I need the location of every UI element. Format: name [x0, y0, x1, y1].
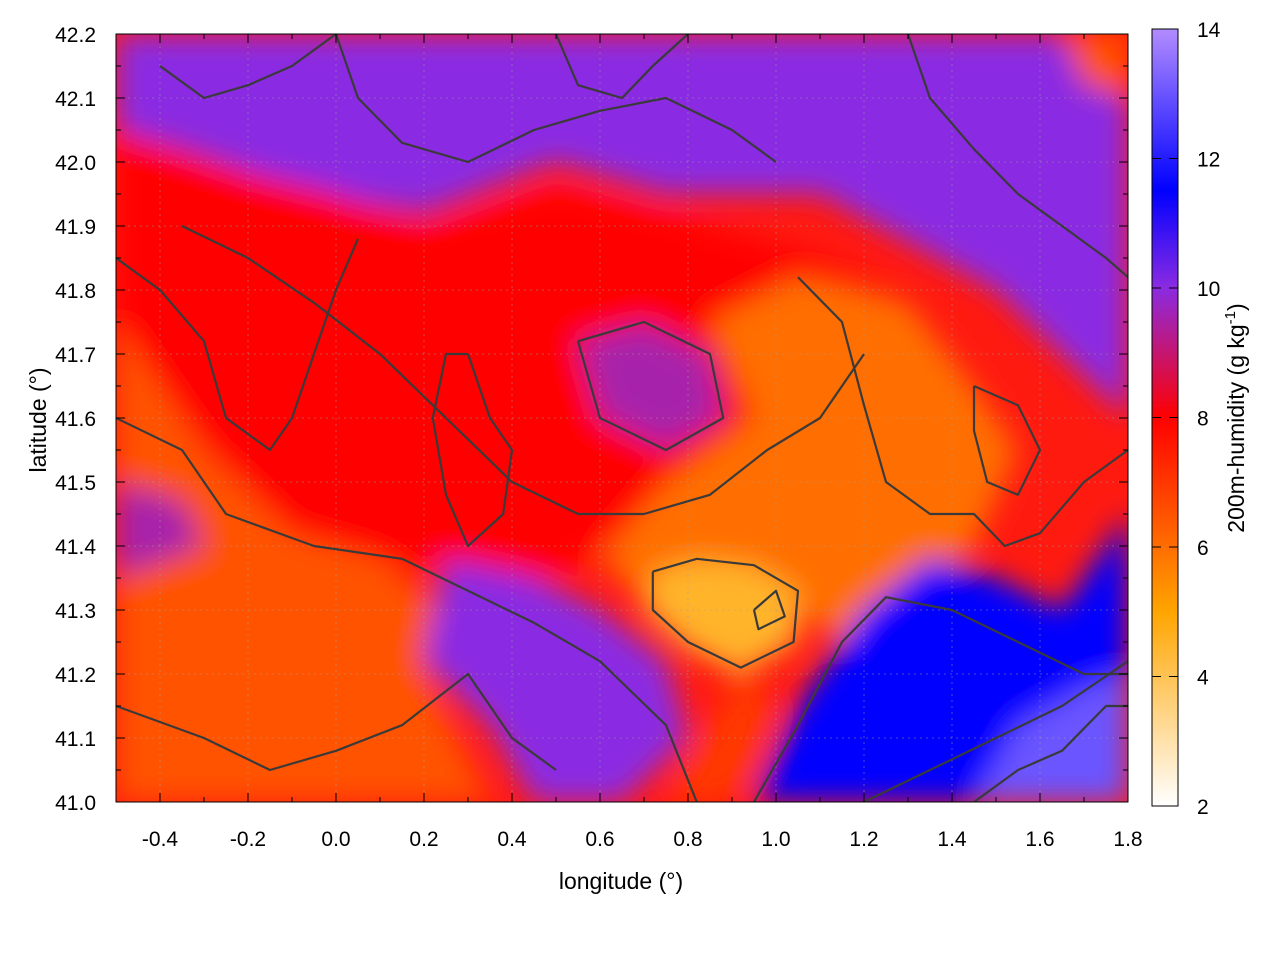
- y-tick-label: 41.4: [55, 536, 96, 559]
- contour-line: [554, 34, 689, 100]
- heatmap-region: [116, 34, 1128, 418]
- contour-line: [116, 238, 360, 452]
- x-tick-label: 0.2: [409, 828, 438, 851]
- x-tick-label: 1.4: [937, 828, 967, 851]
- colorbar-tick-label: 10: [1197, 278, 1220, 301]
- contour-line: [863, 660, 1128, 802]
- contour-line: [797, 276, 1128, 548]
- y-tick-label: 41.1: [55, 728, 96, 751]
- y-tick-label: 41.3: [55, 600, 96, 623]
- heatmap-region: [116, 322, 490, 802]
- y-tick-label: 41.5: [55, 472, 96, 495]
- heatmap-region: [666, 674, 776, 802]
- colorbar: 2 4 6 8 10 12 14 200m-humidity (g kg-1): [1151, 19, 1249, 819]
- y-tick-label: 42.1: [55, 88, 96, 111]
- y-tick-label: 42.2: [55, 24, 96, 47]
- y-axis: 41.0 41.1 41.2 41.3 41.4 41.5 41.6 41.7 41.8 41.9…: [55, 24, 1128, 815]
- colorbar-tick-label: 4: [1197, 667, 1209, 690]
- y-tick-label: 41.2: [55, 664, 96, 687]
- y-tick-label: 42.0: [55, 152, 96, 175]
- colorbar-ticks: 2 4 6 8 10 12 14: [1152, 19, 1221, 819]
- plot-area: [115, 33, 1129, 803]
- heatmap-regions: [116, 34, 1128, 802]
- x-tick-label: 0.8: [673, 828, 702, 851]
- colorbar-tick-label: 14: [1197, 19, 1221, 42]
- x-tick-label: 0.6: [585, 828, 614, 851]
- colorbar-tick-label: 6: [1197, 537, 1209, 560]
- x-tick-label: 0.0: [321, 828, 350, 851]
- x-tick-label: 1.2: [849, 828, 878, 851]
- y-axis-label: latitude (°): [25, 367, 51, 472]
- x-tick-label: 1.6: [1025, 828, 1054, 851]
- colorbar-label: 200m-humidity (g kg-1): [1222, 303, 1249, 532]
- contour-line: [576, 320, 725, 452]
- heatmap-region: [974, 674, 1128, 802]
- contour-line: [334, 34, 777, 164]
- contour-line: [972, 384, 1042, 496]
- heatmap-region: [644, 558, 798, 674]
- colorbar-label-superscript: -1: [1222, 311, 1239, 324]
- x-tick-label: 0.4: [497, 828, 527, 851]
- contour-line: [973, 704, 1128, 802]
- x-tick-label: 1.8: [1113, 828, 1142, 851]
- heatmap-region: [600, 277, 1018, 642]
- heatmap-region: [424, 558, 688, 802]
- contour-line: [651, 557, 800, 669]
- contour-line: [753, 596, 1128, 802]
- colorbar-tick-label: 2: [1197, 796, 1209, 819]
- contour-line: [906, 34, 1128, 279]
- contour-line: [159, 34, 337, 100]
- y-tick-label: 41.9: [55, 216, 96, 239]
- contour-line: [431, 352, 514, 548]
- grid: [116, 34, 1128, 802]
- heatmap-region: [116, 482, 204, 578]
- y-tick-label: 41.6: [55, 408, 96, 431]
- y-tick-label: 41.7: [55, 344, 96, 367]
- colorbar-tick-label: 12: [1197, 149, 1220, 172]
- x-axis: -0.4 -0.2 0.0 0.2 0.4 0.6 0.8 1.0 1.2 1.4 1.6 1.8: [115, 34, 1143, 851]
- colorbar-tick-label: 8: [1197, 408, 1209, 431]
- y-tick-label: 41.0: [55, 792, 96, 815]
- contour-lines: [116, 34, 1128, 802]
- y-tick-label: 41.8: [55, 280, 96, 303]
- contour-line: [116, 672, 557, 772]
- colorbar-label-main: 200m-humidity (g kg: [1223, 324, 1249, 532]
- x-tick-label: -0.2: [230, 828, 266, 851]
- contour-line: [181, 225, 865, 516]
- x-tick-label: -0.4: [142, 828, 179, 851]
- contour-line: [752, 589, 786, 631]
- x-tick-label: 1.0: [761, 828, 790, 851]
- colorbar-label-suffix: ): [1223, 303, 1249, 311]
- contour-line: [116, 417, 698, 802]
- heatmap-region: [1062, 34, 1128, 98]
- x-axis-label: longitude (°): [559, 868, 683, 894]
